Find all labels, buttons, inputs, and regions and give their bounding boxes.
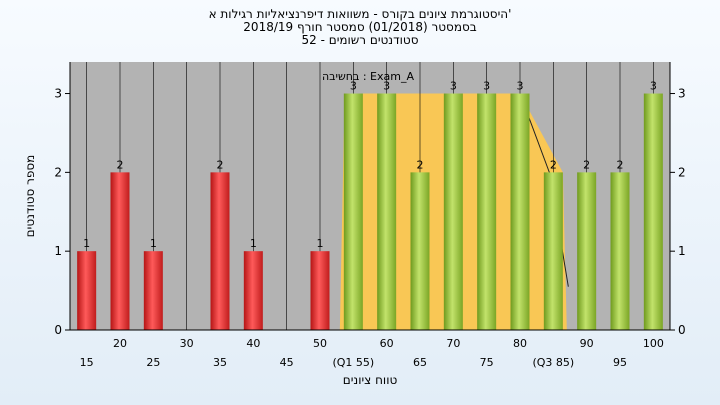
title-line-2: בסמסטר (01/2018) סמסטר חורף 2018/19 — [243, 20, 477, 34]
y-tick-label-left: 3 — [54, 87, 62, 101]
value-label: 3 — [483, 80, 490, 93]
x-axis-title: טווח ציונים — [343, 373, 398, 387]
chart-title: היסטוגרמת ציונים בקורס - משוואות דיפרנצי… — [0, 8, 720, 47]
bar — [477, 93, 497, 330]
bar — [510, 93, 530, 330]
x-tick-label: 70 — [446, 337, 460, 350]
x-tick-label: 95 — [613, 356, 627, 369]
bar — [243, 251, 263, 330]
value-label: 2 — [117, 158, 124, 171]
y-tick-label-right: 3 — [678, 87, 686, 101]
x-tick-label: 90 — [580, 337, 594, 350]
value-label: 3 — [383, 80, 390, 93]
value-label: 2 — [550, 158, 557, 171]
value-label: 3 — [517, 80, 524, 93]
y-tick-label-left: 1 — [54, 244, 62, 258]
bar — [410, 172, 430, 330]
x-tick-label: 80 — [513, 337, 527, 350]
value-label: 3 — [350, 80, 357, 93]
x-tick-label: 25 — [146, 356, 160, 369]
bar — [210, 172, 230, 330]
x-tick-label: 45 — [280, 356, 294, 369]
bar — [443, 93, 463, 330]
value-label: 2 — [617, 158, 624, 171]
value-label: 3 — [650, 80, 657, 93]
x-tick-label: 30 — [180, 337, 194, 350]
x-tick-label: (Q3 85) — [532, 356, 574, 369]
value-label: 1 — [317, 237, 324, 250]
bar — [643, 93, 663, 330]
bar — [577, 172, 597, 330]
y-tick-label-left: 0 — [54, 323, 62, 337]
bar — [77, 251, 97, 330]
x-tick-label: 100 — [643, 337, 664, 350]
title-line-3: סטודנטים רשומים - 52 — [301, 33, 419, 47]
bar — [543, 172, 563, 330]
bar — [610, 172, 630, 330]
value-label: 2 — [583, 158, 590, 171]
y-tick-label-right: 2 — [678, 165, 686, 179]
x-tick-label: (Q1 55) — [332, 356, 374, 369]
y-axis-title: מספר סטודנטים — [23, 155, 37, 238]
x-tick-label: 65 — [413, 356, 427, 369]
y-tick-label-right: 0 — [678, 323, 686, 337]
y-tick-label-left: 2 — [54, 165, 62, 179]
x-tick-label: 40 — [246, 337, 260, 350]
x-tick-label: 75 — [480, 356, 494, 369]
value-label: 1 — [150, 237, 157, 250]
bar — [110, 172, 130, 330]
x-tick-label: 60 — [380, 337, 394, 350]
bar — [377, 93, 397, 330]
x-tick-label: 50 — [313, 337, 327, 350]
x-tick-label: 35 — [213, 356, 227, 369]
y-tick-label-right: 1 — [678, 244, 686, 258]
title-line-1: היסטוגרמת ציונים בקורס - משוואות דיפרנצי… — [208, 7, 512, 21]
exam-annotation: בחשיבה : Exam_A — [322, 70, 414, 83]
value-label: 1 — [83, 237, 90, 250]
x-tick-label: 20 — [113, 337, 127, 350]
value-label: 2 — [417, 158, 424, 171]
bar — [343, 93, 363, 330]
value-label: 2 — [217, 158, 224, 171]
x-tick-label: 15 — [80, 356, 94, 369]
bar — [310, 251, 330, 330]
bar — [143, 251, 163, 330]
value-label: 1 — [250, 237, 257, 250]
value-label: 3 — [450, 80, 457, 93]
